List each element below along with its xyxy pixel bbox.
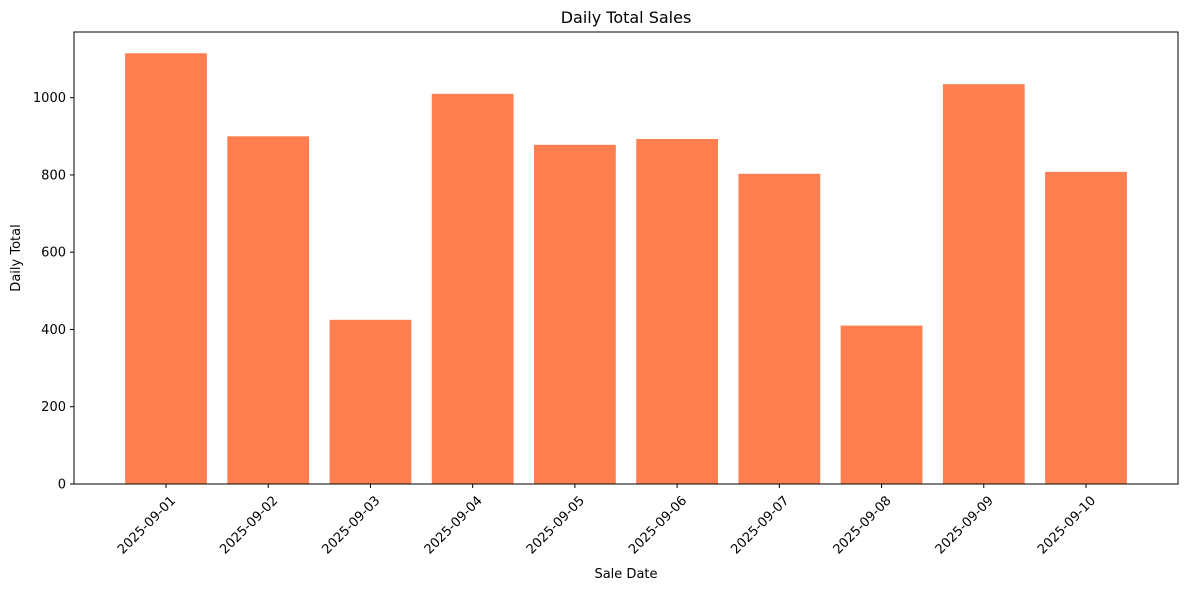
y-tick-label: 0 — [58, 478, 66, 493]
y-axis: 0 200 400 600 800 1000 — [33, 91, 74, 493]
y-tick-label: 200 — [41, 400, 66, 415]
x-axis-label: Sale Date — [594, 567, 657, 582]
plot-frame — [73, 31, 1179, 485]
y-tick-label: 800 — [41, 168, 66, 183]
bar-2025-09-02 — [227, 136, 310, 484]
bar-2025-09-06 — [636, 139, 718, 484]
y-axis-label: Daily Total — [9, 224, 24, 291]
y-tick-label: 1000 — [33, 91, 66, 106]
bar-2025-09-10 — [1045, 171, 1127, 484]
bar-2025-09-05 — [534, 144, 616, 484]
bar-2025-09-03 — [329, 319, 412, 484]
bar-2025-09-01 — [125, 53, 207, 484]
bar-2025-09-09 — [942, 84, 1025, 485]
bar-2025-09-08 — [840, 325, 923, 484]
bar-2025-09-04 — [431, 93, 514, 484]
y-tick-label: 400 — [41, 323, 66, 338]
chart-title: Daily Total Sales — [561, 8, 692, 27]
y-tick-label: 600 — [41, 246, 66, 261]
bars-layer — [125, 53, 1127, 485]
bar-2025-09-07 — [738, 173, 821, 484]
